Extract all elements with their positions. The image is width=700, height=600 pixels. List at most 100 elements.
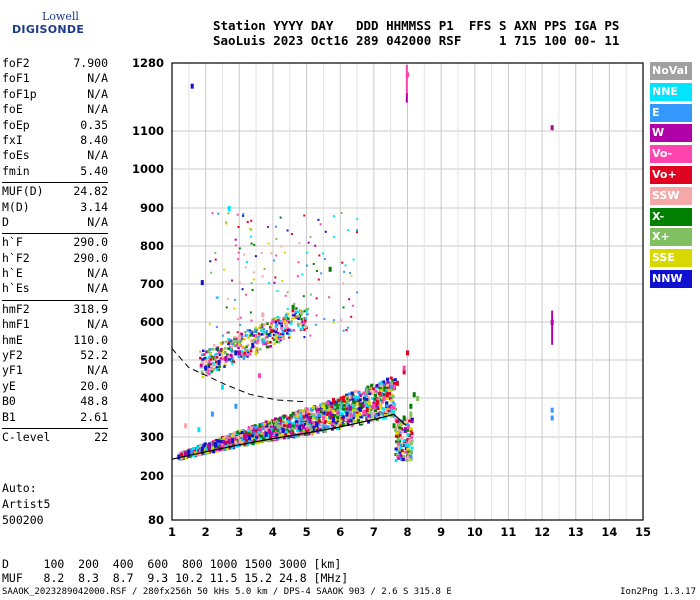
echo-pixel bbox=[401, 443, 405, 447]
y-tick-label: 1280 bbox=[132, 56, 164, 70]
echo-pixel bbox=[268, 438, 272, 442]
echo-pixel bbox=[326, 401, 330, 405]
echo-pixel bbox=[298, 315, 302, 318]
echo-pixel bbox=[288, 416, 292, 420]
echo-pixel bbox=[269, 425, 273, 429]
echo-pixel bbox=[275, 323, 278, 327]
echo-pixel bbox=[322, 424, 326, 428]
echo-pixel bbox=[392, 414, 396, 418]
echo-pixel bbox=[386, 380, 390, 384]
echo-pixel bbox=[295, 307, 298, 310]
echo-pixel bbox=[381, 416, 385, 420]
echo-pixel bbox=[256, 436, 260, 440]
echo-pixel bbox=[354, 398, 358, 402]
echo-pixel bbox=[248, 334, 251, 338]
echo-pixel bbox=[395, 431, 399, 435]
echo-pixel bbox=[284, 294, 287, 297]
echo-pixel bbox=[267, 242, 270, 245]
echo-pixel bbox=[241, 438, 245, 442]
echo-pixel bbox=[408, 434, 412, 438]
echo-pixel bbox=[235, 337, 238, 340]
echo-pixel bbox=[358, 413, 362, 417]
echo-pixel bbox=[283, 251, 286, 254]
echo-pixel bbox=[286, 312, 289, 316]
echo-pixel bbox=[301, 310, 304, 313]
echo-pixel bbox=[238, 431, 242, 435]
data-point-vo- bbox=[331, 397, 335, 403]
echo-pixel bbox=[356, 418, 360, 422]
echo-pixel bbox=[370, 419, 374, 423]
echo-pixel bbox=[215, 362, 218, 365]
echo-pixel bbox=[362, 391, 366, 395]
echo-pixel bbox=[247, 343, 250, 347]
echo-pixel bbox=[296, 275, 299, 278]
echo-pixel bbox=[408, 458, 412, 462]
echo-pixel bbox=[398, 433, 402, 437]
echo-pixel bbox=[347, 403, 351, 407]
echo-pixel bbox=[243, 352, 247, 355]
echo-pixel bbox=[345, 397, 349, 401]
data-point-ssw bbox=[261, 312, 265, 318]
echo-pixel bbox=[274, 333, 278, 336]
echo-pixel bbox=[334, 418, 338, 422]
echo-pixel bbox=[230, 434, 234, 438]
param-row: h`F 290.0 bbox=[2, 235, 108, 250]
echo-pixel bbox=[396, 441, 400, 445]
echo-pixel bbox=[231, 279, 234, 282]
x-tick-label: 14 bbox=[601, 525, 617, 539]
echo-pixel bbox=[301, 428, 305, 432]
echo-pixel bbox=[346, 326, 349, 329]
param-value: 110.0 bbox=[73, 332, 108, 347]
echo-pixel bbox=[391, 400, 395, 404]
echo-pixel bbox=[399, 443, 403, 447]
y-tick-label: 200 bbox=[140, 469, 164, 483]
echo-pixel bbox=[286, 432, 290, 436]
echo-pixel bbox=[217, 439, 221, 443]
param-separator bbox=[2, 427, 108, 429]
echo-pixel bbox=[342, 407, 346, 411]
echo-pixel bbox=[341, 261, 344, 264]
echo-pixel bbox=[201, 375, 205, 379]
echo-pixel bbox=[284, 316, 287, 320]
echo-pixel bbox=[365, 397, 369, 401]
echo-pixel bbox=[389, 376, 393, 380]
echo-pixel bbox=[394, 428, 398, 432]
echo-pixel bbox=[275, 420, 279, 424]
echo-pixel bbox=[227, 342, 230, 346]
echo-pixel bbox=[387, 413, 391, 417]
echo-pixel bbox=[208, 367, 211, 371]
echo-pixel bbox=[371, 412, 375, 416]
echo-pixel bbox=[192, 447, 196, 451]
echo-pixel bbox=[240, 349, 243, 353]
echo-pixel bbox=[223, 365, 226, 368]
echo-pixel bbox=[281, 417, 285, 421]
lowell-digisonde-logo: Lowell DIGISONDE bbox=[2, 10, 84, 44]
echo-pixel bbox=[342, 404, 346, 408]
echo-pixel bbox=[253, 345, 256, 348]
echo-pixel bbox=[225, 440, 229, 444]
echo-pixel bbox=[322, 408, 326, 412]
echo-pixel bbox=[407, 449, 411, 453]
echo-pixel bbox=[217, 368, 221, 371]
echo-pixel bbox=[323, 422, 327, 426]
param-row: yE 20.0 bbox=[2, 379, 108, 394]
param-value: 290.0 bbox=[73, 250, 108, 265]
echo-pixel bbox=[347, 410, 351, 414]
echo-pixel bbox=[384, 409, 388, 413]
echo-pixel bbox=[224, 221, 227, 224]
echo-pixel bbox=[396, 454, 400, 458]
echo-pixel bbox=[367, 416, 371, 420]
echo-pixel bbox=[301, 417, 305, 421]
x-tick-label: 11 bbox=[500, 525, 516, 539]
echo-pixel bbox=[406, 455, 410, 459]
data-point-e bbox=[550, 407, 554, 413]
echo-pixel bbox=[334, 423, 338, 427]
echo-pixel bbox=[408, 439, 412, 443]
echo-pixel bbox=[405, 459, 409, 463]
echo-pixel bbox=[242, 214, 245, 217]
echo-pixel bbox=[233, 350, 236, 353]
echo-pixel bbox=[243, 346, 247, 350]
echo-pixel bbox=[194, 453, 198, 457]
echo-pixel bbox=[357, 410, 361, 414]
echo-pixel bbox=[307, 241, 310, 244]
